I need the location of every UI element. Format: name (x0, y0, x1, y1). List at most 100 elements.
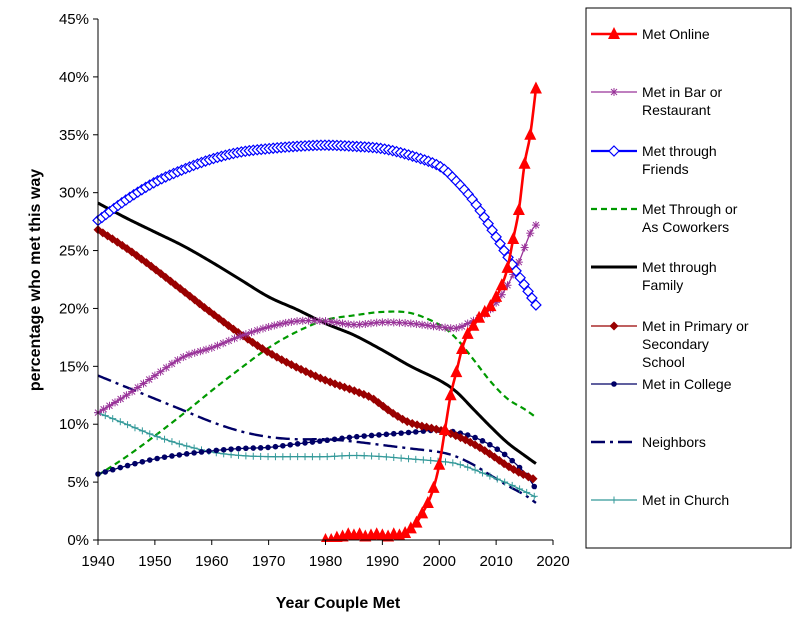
data-point-met-in-bar-or-restaurant-stroke (168, 360, 176, 368)
data-point-met-in-church (331, 452, 339, 460)
x-tick-label: 2000 (423, 553, 456, 570)
data-point-met-in-bar-or-restaurant-stroke (322, 317, 329, 325)
data-point-met-in-college (206, 448, 212, 454)
data-point-met-in-bar-or-restaurant-stroke (435, 323, 443, 331)
data-point-met-in-bar-or-restaurant (139, 379, 148, 388)
data-point-met-in-bar-or-restaurant (145, 375, 154, 384)
y-tick-label: 45% (59, 11, 89, 28)
data-point-met-in-bar-or-restaurant (452, 324, 461, 333)
data-point-met-online (461, 326, 474, 339)
legend-marker-met-in-college (611, 381, 617, 387)
legend: Met Online Met in Bar or Restaurant Met thr… (585, 7, 792, 549)
data-point-met-in-church (353, 451, 361, 459)
series-line-met-through-family (97, 201, 537, 465)
data-point-met-in-college (317, 438, 323, 444)
data-point-met-in-church (441, 458, 449, 466)
legend-entry-met-through-friends: Met through Friends (591, 143, 717, 177)
data-point-met-in-bar-or-restaurant (406, 319, 415, 328)
data-point-met-in-bar-or-restaurant-stroke (276, 320, 284, 328)
data-point-met-in-church (271, 453, 279, 461)
data-point-met-online (490, 289, 503, 302)
plot-area (92, 81, 542, 542)
data-point-met-in-bar-or-restaurant-stroke (293, 317, 301, 325)
y-tick-label: 30% (59, 185, 89, 202)
data-point-met-in-bar-or-restaurant-stroke (333, 319, 341, 326)
data-point-met-in-church (286, 453, 294, 461)
data-point-met-in-bar-or-restaurant (185, 350, 193, 359)
data-point-met-in-church (345, 452, 353, 460)
data-point-met-in-church (390, 453, 398, 461)
data-point-met-online (444, 388, 457, 401)
data-point-met-in-bar-or-restaurant-stroke (117, 395, 124, 403)
data-point-met-in-bar-or-restaurant-stroke (458, 323, 466, 330)
legend-label-met-through-friends: Friends (642, 161, 689, 177)
y-tick-label: 40% (59, 69, 89, 86)
data-point-met-in-college (117, 464, 124, 471)
data-point-met-in-college (220, 446, 227, 453)
data-point-met-in-bar-or-restaurant (133, 383, 142, 392)
y-tick-label: 5% (67, 474, 89, 491)
legend-entry-met-online: Met Online (591, 26, 710, 42)
y-tick-label: 10% (59, 416, 89, 433)
data-point-met-in-church (109, 415, 117, 423)
data-point-met-in-primary-or-secondary-school (504, 462, 514, 472)
data-point-met-in-bar-or-restaurant-stroke (424, 322, 432, 329)
data-point-met-in-college (265, 444, 271, 451)
data-point-met-in-church (101, 412, 109, 420)
data-point-met-in-church (301, 453, 309, 461)
data-point-met-in-college (132, 460, 138, 467)
data-point-met-in-college (309, 439, 316, 445)
data-point-met-in-college (161, 454, 168, 460)
data-point-met-in-bar-or-restaurant-stroke (361, 320, 369, 328)
data-point-met-in-college (383, 431, 390, 438)
data-point-met-in-bar-or-restaurant (298, 316, 307, 325)
data-point-met-in-church (234, 451, 242, 459)
data-point-met-in-bar-or-restaurant-stroke (384, 318, 392, 326)
data-point-met-in-church (486, 472, 494, 480)
data-point-met-in-college (487, 441, 493, 448)
data-point-met-online (450, 365, 463, 378)
data-point-met-in-church (131, 424, 139, 432)
data-point-met-in-college (287, 441, 294, 448)
data-point-met-in-primary-or-secondary-school (248, 337, 258, 347)
legend-entry-met-in-college: Met in College (591, 376, 732, 392)
data-point-met-in-college (501, 451, 508, 458)
data-point-met-in-church (153, 433, 161, 441)
data-point-met-in-bar-or-restaurant (531, 221, 540, 230)
data-point-met-in-college (339, 435, 345, 442)
data-point-met-in-church (464, 463, 472, 471)
data-point-met-in-college (346, 434, 353, 441)
data-point-met-in-church (323, 453, 331, 461)
data-point-met-in-college (198, 449, 205, 455)
data-point-met-in-college (124, 462, 131, 469)
data-point-met-in-bar-or-restaurant-stroke (157, 368, 164, 376)
data-point-met-in-college (228, 446, 234, 452)
data-point-met-in-bar-or-restaurant-stroke (140, 380, 147, 387)
data-point-met-in-bar-or-restaurant (253, 326, 262, 335)
x-tick-label: 2020 (536, 553, 569, 570)
legend-label-met-in-primary-or-secondary-school: Met in Primary or (642, 318, 749, 334)
legend-entry-met-in-bar-or-restaurant: Met in Bar or Restaurant (591, 84, 722, 118)
data-point-met-in-church (501, 478, 509, 486)
data-point-met-in-bar-or-restaurant (526, 229, 535, 238)
data-point-met-online (529, 81, 542, 94)
data-point-met-in-college (405, 429, 412, 436)
data-point-met-in-bar-or-restaurant (418, 320, 427, 329)
data-point-met-in-bar-or-restaurant (276, 320, 284, 329)
data-point-met-in-bar-or-restaurant (128, 387, 137, 396)
data-point-met-in-primary-or-secondary-school (122, 244, 132, 254)
data-point-met-online (433, 457, 446, 470)
data-point-met-in-bar-or-restaurant-stroke (106, 402, 113, 410)
legend-label-met-through-family: Met through (642, 259, 717, 275)
data-point-met-in-college (361, 433, 367, 439)
data-point-met-in-church (382, 453, 390, 461)
series-met-in-bar-or-restaurant (94, 221, 540, 417)
data-point-met-in-college (376, 432, 382, 438)
data-point-met-online (416, 506, 429, 519)
legend-label-met-in-primary-or-secondary-school: Secondary (642, 336, 709, 352)
data-point-met-in-church (478, 469, 486, 477)
data-point-met-in-bar-or-restaurant-stroke (299, 317, 307, 325)
data-point-met-in-bar-or-restaurant (116, 394, 125, 403)
